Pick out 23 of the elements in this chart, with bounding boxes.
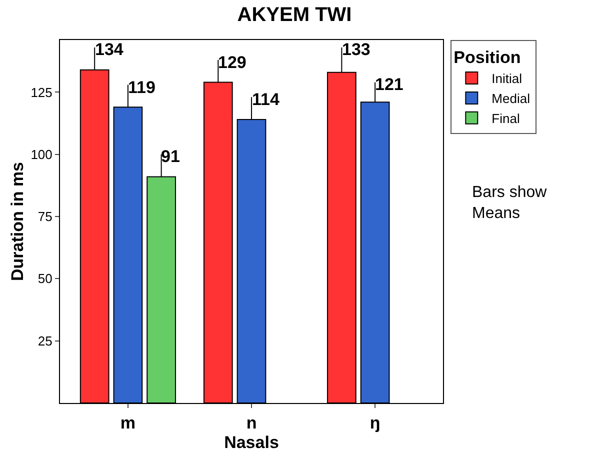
legend-label: Initial — [492, 71, 522, 86]
text: Bars show Means — [472, 184, 548, 222]
data-label: 121 — [375, 75, 404, 94]
y-tick-label: 100 — [30, 146, 52, 162]
data-label: 119 — [128, 78, 156, 97]
y-tick-label: 125 — [30, 84, 52, 100]
data-label: 133 — [342, 40, 370, 59]
y-axis-title: Duration in ms — [8, 162, 28, 282]
legend-label: Final — [492, 110, 520, 126]
x-tick-label: n — [246, 413, 257, 432]
data-label: 91 — [161, 147, 180, 166]
x-tick-label: ŋ — [370, 413, 380, 432]
x-tick-label: m — [120, 413, 136, 432]
chart-title: AKYEM TWI — [237, 4, 352, 26]
legend-title: Position — [454, 48, 521, 68]
x-axis-title: Nasals — [224, 432, 279, 452]
legend-label: Medial — [492, 91, 530, 106]
y-tick-label: 50 — [38, 271, 52, 286]
data-label: 129 — [218, 53, 246, 72]
y-tick-label: 75 — [38, 209, 52, 224]
y-tick-label: 25 — [38, 333, 52, 348]
data-label: 114 — [252, 90, 280, 109]
data-label: 134 — [95, 40, 124, 59]
